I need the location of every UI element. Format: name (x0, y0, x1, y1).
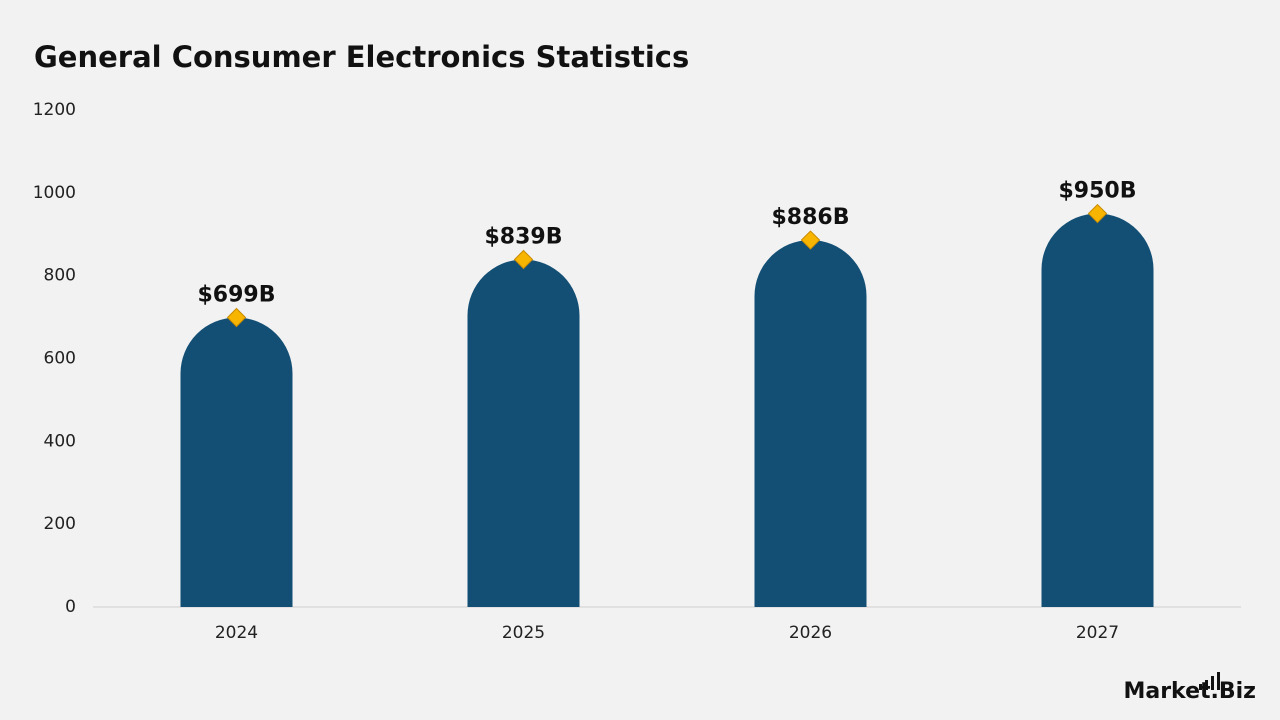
value-label: $839B (485, 225, 563, 250)
bar (754, 240, 867, 608)
brand-icon (1199, 672, 1220, 690)
marker (800, 230, 821, 250)
y-tick-label: 200 (44, 514, 76, 534)
chart-title: General Consumer Electronics Statistics (34, 40, 689, 74)
x-tick-label: 2024 (215, 623, 258, 643)
x-tick-label: 2026 (789, 623, 832, 643)
y-tick-label: 400 (44, 431, 76, 451)
brand-watermark: Market.Biz (1123, 679, 1256, 704)
y-tick-label: 600 (44, 349, 76, 369)
x-tick-label: 2025 (502, 623, 545, 643)
value-label: $950B (1059, 179, 1137, 204)
x-tick-label: 2027 (1076, 623, 1119, 643)
value-label: $886B (772, 205, 850, 230)
y-tick-label: 800 (44, 266, 76, 286)
bar (1041, 213, 1154, 607)
value-label: $699B (198, 282, 276, 307)
y-tick-label: 1200 (33, 100, 76, 120)
y-tick-label: 0 (65, 597, 76, 617)
bar (467, 259, 580, 607)
y-tick-label: 1000 (33, 183, 76, 203)
marker (226, 307, 247, 328)
marker (1087, 203, 1108, 224)
marker (513, 249, 534, 270)
bar (180, 317, 293, 607)
